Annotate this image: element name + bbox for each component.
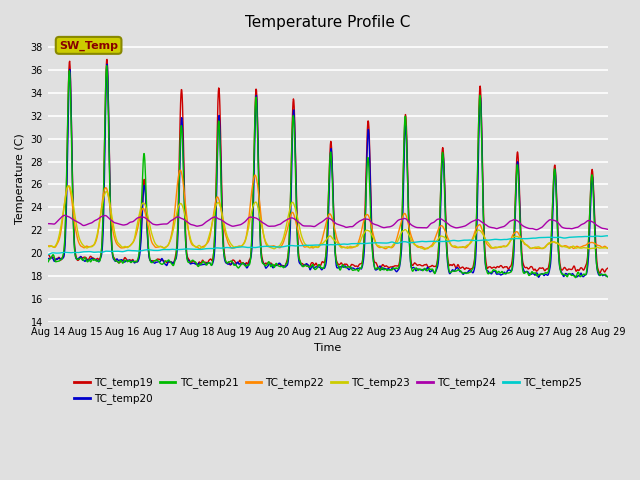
TC_temp23 [420,247,428,252]
TC_temp22 [382,246,390,252]
TC_temp22 [604,245,612,251]
TC_temp20 [169,261,177,266]
TC_temp20 [44,256,52,262]
TC_temp23 [538,245,546,251]
TC_temp23 [65,183,73,189]
TC_temp21 [169,263,177,268]
Legend: TC_temp19, TC_temp20, TC_temp21, TC_temp22, TC_temp23, TC_temp24, TC_temp25: TC_temp19, TC_temp20, TC_temp21, TC_temp… [70,373,586,408]
TC_temp19 [103,57,111,62]
TC_temp22 [489,245,497,251]
TC_temp25 [44,252,52,257]
TC_temp19 [232,260,239,265]
TC_temp21 [415,267,423,273]
TC_temp21 [488,269,496,275]
TC_temp20 [534,275,542,280]
Line: TC_temp22: TC_temp22 [48,170,608,249]
TC_temp19 [488,265,496,271]
TC_temp24 [415,225,423,230]
TC_temp19 [156,256,163,262]
Line: TC_temp23: TC_temp23 [48,186,608,250]
TC_temp22 [44,243,52,249]
TC_temp25 [155,248,163,253]
TC_temp24 [232,223,239,228]
TC_temp19 [169,260,177,266]
TC_temp22 [538,246,546,252]
Line: TC_temp25: TC_temp25 [48,236,608,254]
TC_temp20 [488,270,496,276]
TC_temp21 [538,271,545,277]
TC_temp25 [604,233,612,239]
TC_temp20 [156,259,163,264]
TC_temp21 [604,274,612,280]
TC_temp25 [538,235,545,240]
TC_temp23 [604,245,612,251]
TC_temp21 [103,63,111,69]
Line: TC_temp19: TC_temp19 [48,60,608,273]
TC_temp20 [103,61,111,67]
TC_temp24 [156,222,163,228]
Y-axis label: Temperature (C): Temperature (C) [15,133,25,224]
Line: TC_temp21: TC_temp21 [48,66,608,277]
TC_temp22 [415,244,423,250]
TC_temp22 [177,168,184,173]
TC_temp24 [538,224,546,230]
Line: TC_temp24: TC_temp24 [48,216,608,230]
TC_temp22 [155,244,163,250]
TC_temp24 [61,213,68,218]
X-axis label: Time: Time [314,343,342,352]
Title: Temperature Profile C: Temperature Profile C [245,15,410,30]
TC_temp25 [168,246,176,252]
TC_temp23 [156,244,163,250]
Line: TC_temp20: TC_temp20 [48,64,608,277]
TC_temp20 [604,274,612,279]
TC_temp19 [44,252,52,258]
TC_temp21 [156,259,163,264]
TC_temp23 [169,229,177,235]
TC_temp19 [596,270,604,276]
TC_temp25 [415,239,422,245]
TC_temp21 [572,275,579,280]
TC_temp19 [604,265,612,271]
TC_temp24 [532,227,540,233]
TC_temp21 [44,259,52,265]
TC_temp23 [489,245,497,251]
TC_temp20 [415,266,423,272]
TC_temp20 [538,271,546,276]
TC_temp23 [44,243,52,249]
TC_temp20 [232,262,239,268]
TC_temp24 [604,227,612,232]
TC_temp25 [231,245,239,251]
TC_temp22 [232,245,239,251]
Text: SW_Temp: SW_Temp [59,40,118,50]
TC_temp25 [488,237,495,242]
TC_temp23 [232,244,239,250]
TC_temp21 [232,262,239,267]
TC_temp24 [44,221,52,227]
TC_temp24 [169,217,177,223]
TC_temp24 [488,225,496,230]
TC_temp22 [168,227,176,233]
TC_temp19 [415,262,423,268]
TC_temp19 [538,265,545,271]
TC_temp25 [602,233,610,239]
TC_temp23 [415,244,423,250]
